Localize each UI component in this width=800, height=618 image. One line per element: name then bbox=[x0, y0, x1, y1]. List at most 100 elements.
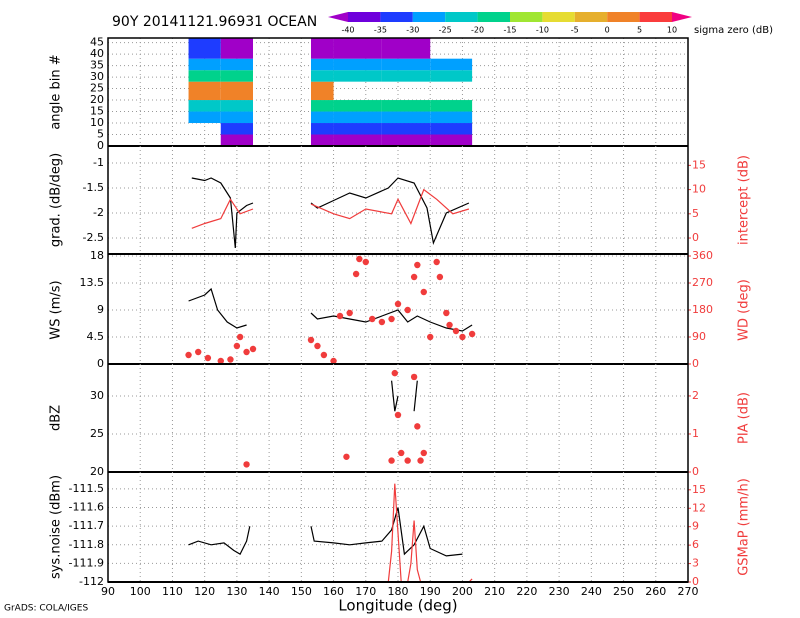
y-tick-label: 30 bbox=[90, 70, 104, 83]
y-tick-label: -2 bbox=[93, 206, 104, 219]
heatmap-cell bbox=[188, 70, 221, 82]
dot bbox=[243, 461, 250, 468]
heatmap-cell bbox=[311, 58, 334, 71]
dot bbox=[459, 333, 466, 341]
y-tick-label: 25 bbox=[90, 82, 104, 95]
colorbar-box bbox=[328, 12, 348, 22]
dot bbox=[314, 342, 321, 350]
y-tick-label: 20 bbox=[90, 93, 104, 106]
y-tick-label: 9 bbox=[97, 303, 104, 316]
dot bbox=[417, 457, 424, 464]
x-tick-label: 210 bbox=[484, 585, 505, 598]
dot bbox=[236, 333, 244, 341]
dot bbox=[362, 258, 369, 266]
y-tick-label: -111.9 bbox=[69, 556, 104, 569]
x-tick-label: 200 bbox=[452, 585, 473, 598]
dot bbox=[346, 309, 353, 317]
plot-frame bbox=[107, 37, 689, 583]
dot bbox=[410, 373, 418, 381]
colorbar-label: -15 bbox=[503, 26, 516, 35]
dot bbox=[443, 309, 450, 317]
heatmap-cell bbox=[220, 70, 253, 82]
dot bbox=[204, 354, 212, 362]
dot bbox=[343, 453, 350, 460]
dot bbox=[388, 457, 395, 464]
line bbox=[391, 380, 418, 412]
dot bbox=[320, 351, 328, 359]
y2-tick-label: 9 bbox=[692, 520, 699, 533]
y-axis-title: WS (m/s) bbox=[49, 280, 64, 339]
colorbar-label: -35 bbox=[374, 26, 387, 35]
y2-tick-label: 360 bbox=[692, 249, 713, 262]
heatmap-cell bbox=[311, 111, 334, 124]
dot bbox=[404, 306, 411, 314]
heatmap-cell bbox=[188, 81, 221, 101]
y-tick-label: 13.5 bbox=[80, 276, 105, 289]
heatmap-cell bbox=[333, 38, 382, 59]
dot bbox=[452, 327, 460, 335]
dot bbox=[446, 321, 453, 329]
y-tick-label: 45 bbox=[90, 36, 104, 49]
colorbar-label: -5 bbox=[571, 26, 579, 35]
x-tick-label: 140 bbox=[259, 585, 280, 598]
dot bbox=[404, 457, 411, 464]
dot bbox=[227, 356, 234, 363]
heatmap-cell bbox=[381, 111, 431, 124]
heatmap-cell bbox=[220, 134, 253, 146]
y-tick-label: -2.5 bbox=[83, 231, 104, 244]
y-tick-label: -111.8 bbox=[69, 538, 104, 551]
y2-axis-title: PIA (dB) bbox=[737, 392, 752, 444]
y-tick-label: 18 bbox=[90, 249, 104, 262]
y-tick-label: 0 bbox=[97, 139, 104, 152]
colorbar-label: -25 bbox=[439, 26, 452, 35]
heatmap-cell bbox=[311, 38, 334, 59]
dot bbox=[243, 348, 250, 356]
y-tick-label: -1.5 bbox=[83, 181, 104, 194]
colorbar-box bbox=[380, 12, 413, 22]
colorbar-box bbox=[412, 12, 446, 22]
x-tick-label: 270 bbox=[678, 585, 699, 598]
y2-tick-label: 3 bbox=[692, 557, 699, 570]
y2-tick-label: 2 bbox=[692, 389, 699, 402]
y-axis-title: sys.noise (dBm) bbox=[49, 475, 64, 579]
heatmap-cell bbox=[381, 70, 431, 82]
dot bbox=[336, 312, 344, 320]
heatmap-cell bbox=[333, 100, 382, 112]
colorbar-box bbox=[672, 12, 692, 22]
heatmap-cell bbox=[188, 100, 221, 112]
colorbar-label: 5 bbox=[637, 26, 642, 35]
y2-tick-label: 12 bbox=[692, 501, 706, 514]
dot bbox=[356, 255, 363, 263]
y2-tick-label: 0 bbox=[692, 357, 699, 370]
y-tick-label: -112 bbox=[79, 575, 104, 588]
x-tick-label: 220 bbox=[516, 585, 537, 598]
heatmap-cell bbox=[430, 111, 473, 124]
colorbar-label: 10 bbox=[667, 26, 677, 35]
dot bbox=[388, 315, 395, 323]
x-tick-label: 100 bbox=[130, 585, 151, 598]
colorbar-label: -40 bbox=[341, 26, 354, 35]
colorbar-box bbox=[445, 12, 478, 22]
heatmap-cell bbox=[311, 81, 334, 101]
y-tick-label: 10 bbox=[90, 116, 104, 129]
heatmap-cell bbox=[333, 134, 382, 146]
dot bbox=[414, 423, 421, 430]
y-axis-title: grad. (dB/deg) bbox=[49, 153, 64, 247]
heatmap-cell bbox=[311, 123, 334, 135]
y-tick-label: 25 bbox=[90, 427, 104, 440]
dot bbox=[414, 261, 421, 269]
heatmap-cell bbox=[311, 134, 334, 146]
dot bbox=[410, 273, 418, 281]
dot bbox=[398, 449, 405, 457]
x-tick-label: 120 bbox=[194, 585, 215, 598]
dot bbox=[195, 348, 202, 356]
y-axis-title: dBZ bbox=[49, 405, 64, 431]
x-tick-label: 90 bbox=[101, 585, 115, 598]
heatmap-cell bbox=[220, 38, 253, 59]
dot bbox=[369, 315, 376, 323]
colorbar-box bbox=[639, 12, 672, 22]
dot bbox=[391, 369, 398, 377]
colorbar-box bbox=[542, 12, 575, 22]
dot bbox=[420, 288, 427, 296]
heatmap-cell bbox=[220, 100, 253, 112]
